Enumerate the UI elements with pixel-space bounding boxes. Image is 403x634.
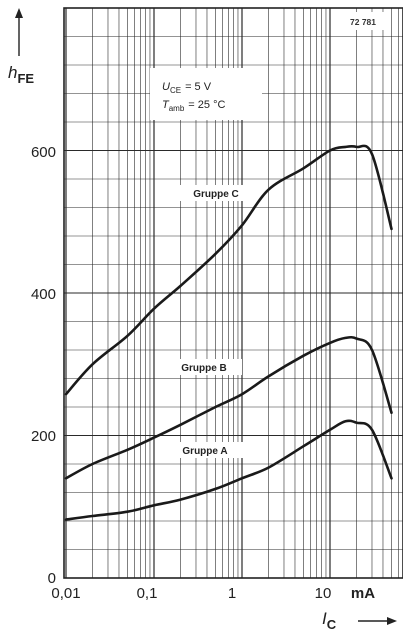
y-axis-arrow-head — [15, 8, 23, 18]
condition-tamb: Tamb = 25 °C — [162, 99, 225, 113]
condition-uce: UCE = 5 V — [162, 81, 212, 95]
x-axis-title: IC — [322, 609, 397, 632]
x-tick-label-1: 1 — [228, 585, 236, 602]
series-label-bg-c — [180, 185, 252, 201]
y-axis-label: hFE — [8, 63, 34, 86]
series-label-gruppe-c: Gruppe C — [193, 189, 239, 200]
y-axis-label-main: h — [8, 63, 17, 82]
x-unit-label: mA — [351, 585, 375, 602]
x-tick-label-0-1: 0,1 — [137, 585, 158, 602]
x-axis-label-main: I — [322, 609, 327, 628]
figure-number-box — [335, 12, 391, 30]
series-label-gruppe-a: Gruppe A — [182, 446, 227, 457]
y-tick-labels: 0 200 400 600 — [31, 144, 56, 587]
condition-uce-value: = 5 V — [185, 81, 212, 93]
series-line-gruppe-b — [64, 335, 393, 480]
condition-tamb-sub: amb — [169, 104, 185, 113]
series-line-gruppe-c — [64, 144, 393, 396]
y-tick-label-200: 200 — [31, 428, 56, 445]
x-axis-label: IC — [322, 609, 337, 632]
condition-tamb-value: = 25 °C — [188, 99, 225, 111]
series-line-gruppe-a — [64, 419, 393, 521]
condition-uce-symbol: U — [162, 81, 170, 93]
figure-number: 72 781 — [350, 17, 376, 27]
plot-frame — [63, 7, 403, 579]
condition-uce-sub: CE — [170, 86, 181, 95]
condition-tamb-symbol: T — [162, 99, 170, 111]
series-label-gruppe-b: Gruppe B — [181, 363, 227, 374]
x-tick-labels: 0,01 0,1 1 10 mA — [51, 585, 375, 602]
y-tick-label-0: 0 — [48, 570, 56, 587]
y-axis-label-sub: FE — [17, 71, 34, 86]
y-axis-title: hFE — [8, 8, 34, 86]
series-label-bg-a — [166, 442, 244, 458]
x-tick-label-10: 10 — [315, 585, 332, 602]
x-axis-label-sub: C — [327, 617, 337, 632]
conditions-box — [150, 68, 262, 120]
y-tick-label-400: 400 — [31, 286, 56, 303]
grid — [64, 8, 403, 578]
x-tick-label-0-01: 0,01 — [51, 585, 80, 602]
series-labels: Gruppe C Gruppe B Gruppe A — [166, 185, 252, 458]
series-layer — [64, 144, 393, 521]
x-axis-arrow-head — [387, 617, 397, 625]
series-label-bg-b — [166, 359, 242, 375]
y-tick-label-600: 600 — [31, 144, 56, 161]
